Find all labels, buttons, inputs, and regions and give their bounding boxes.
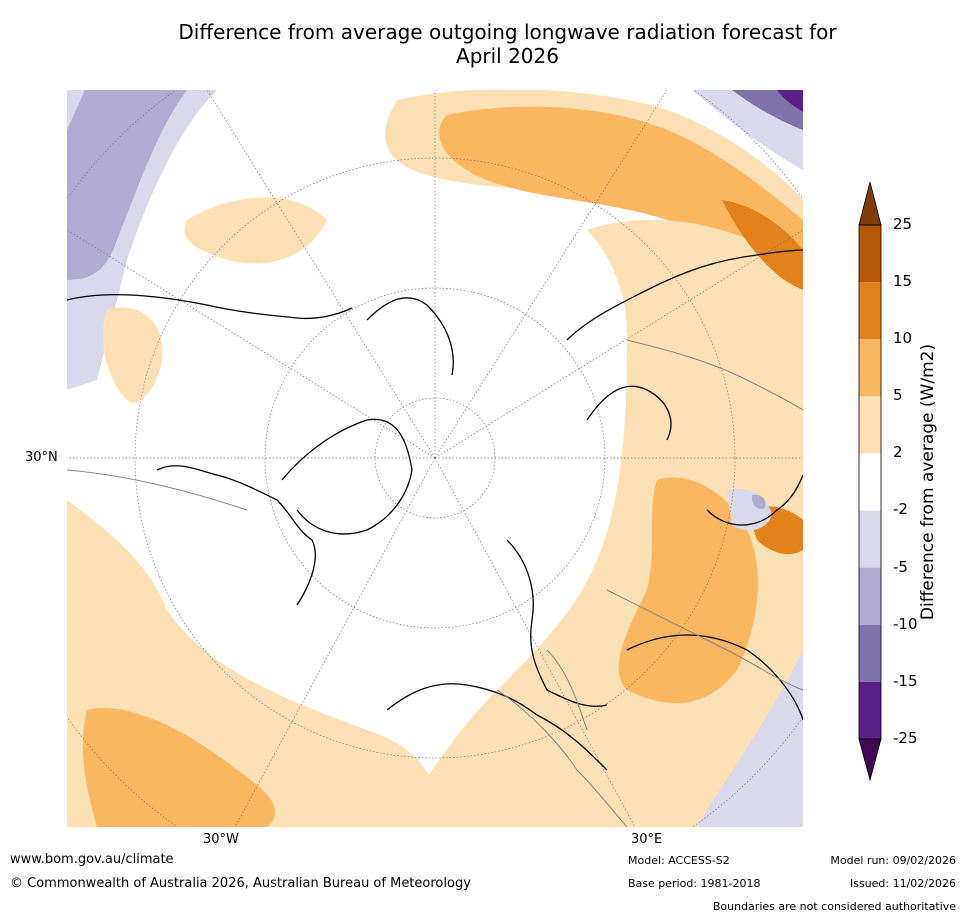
colorbar-segment [859,681,881,739]
colorbar-title: Difference from average (W/m2) [918,343,938,621]
anomaly-region-top-right-neg10 [732,90,803,130]
lat-label-30n: 30°N [25,450,58,465]
title-line-1: Difference from average outgoing longwav… [178,20,837,44]
colorbar [858,181,882,782]
colorbar-segment [859,510,881,568]
footer-copyright: © Commonwealth of Australia 2026, Austra… [10,876,471,891]
footer-disclaimer: Boundaries are not considered authoritat… [712,900,956,913]
anomaly-region-pacific-neg5 [67,90,187,280]
anomaly-region-top-right-neg15 [777,90,803,112]
colorbar-tick-25: 25 [893,215,913,233]
footer-model: Model: ACCESS-S2 [628,854,730,867]
map-title: Difference from average outgoing longwav… [60,20,955,68]
anomaly-region-south-asia-neg2 [697,650,803,827]
colorbar-tick-m5: -5 [893,558,908,576]
colorbar-tick-m2: -2 [893,500,908,518]
colorbar-top-arrow [858,181,882,226]
colorbar-tick-m15: -15 [893,672,918,690]
anomaly-region-asia-pos10-north [722,200,803,290]
lon-label-30w: 30°W [203,832,239,847]
coastlines [67,249,803,771]
anomaly-region-nw-pos2 [184,197,327,264]
lon-label-30e: 30°E [631,832,663,847]
colorbar-segment [859,225,881,283]
anomaly-region-asia-neg5 [751,494,766,509]
colorbar-bottom-arrow [858,738,882,782]
colorbar-tick-2: 2 [893,443,903,461]
colorbar-tick-5: 5 [893,386,903,404]
footer-website: www.bom.gov.au/climate [10,852,174,867]
colorbar-tick-m25: -25 [893,729,918,747]
footer-issued: Issued: 11/02/2026 [849,877,956,890]
footer-model-run: Model run: 09/02/2026 [830,854,956,867]
colorbar-segment [859,453,881,511]
graticule [67,90,803,827]
colorbar-tick-m10: -10 [893,615,918,633]
colorbar-segment [859,396,881,454]
anomaly-region-asia-pos5 [618,477,758,704]
colorbar-segment [859,624,881,682]
colorbar-tick-15: 15 [893,272,913,290]
anomaly-region-northern-pos5 [439,106,803,290]
colorbar-segment [859,339,881,397]
colorbar-segment [859,567,881,625]
colorbar-tick-10: 10 [893,329,913,347]
title-line-2: April 2026 [456,44,559,68]
anomaly-region-atlantic-pos5 [82,708,276,827]
footer-base-period: Base period: 1981-2018 [628,877,761,890]
anomaly-region-canada-pos2 [103,307,163,403]
colorbar-segment [859,282,881,340]
olr-anomaly-map [67,90,803,827]
political-borders [67,339,803,827]
